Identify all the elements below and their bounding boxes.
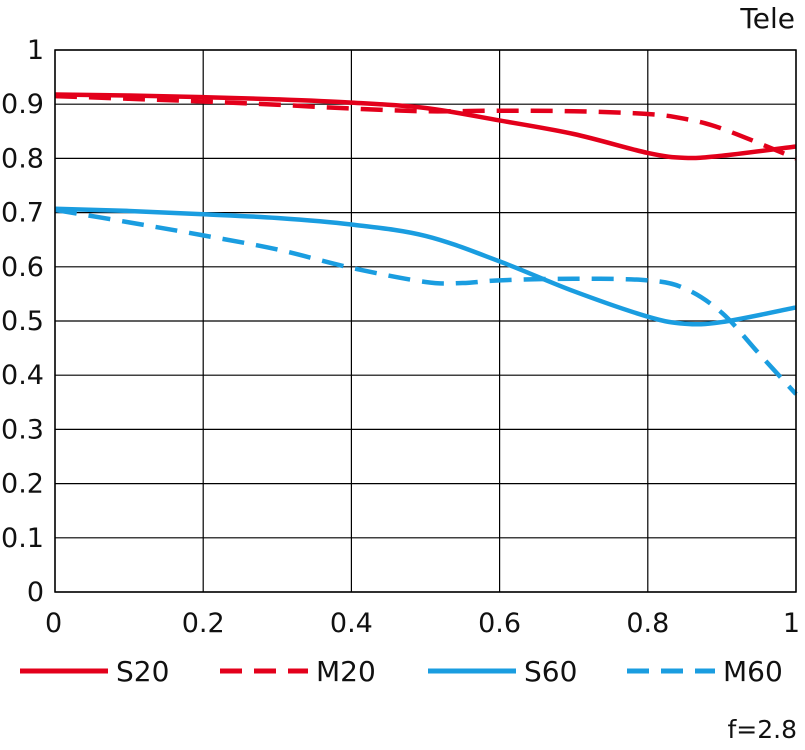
y-tick-label: 0.3 [1,414,44,445]
y-tick-label: 0 [27,577,44,608]
y-tick-label: 1 [27,35,44,66]
grid [54,49,797,593]
y-tick-label: 0.7 [1,198,44,229]
series-line-m60 [54,207,798,396]
plot-frame [54,49,797,593]
x-tick-label: 0 [45,608,62,639]
series-line-s60 [54,206,797,327]
x-tick-label: 0.6 [478,608,521,639]
y-tick-label: 0.2 [1,469,44,500]
y-axis-ticks: 0 0.1 0.2 0.3 0.4 0.5 0.6 0.7 0.8 0.9 1 [1,35,44,608]
x-tick-label: 0.4 [330,608,373,639]
x-tick-label: 1 [783,608,800,639]
plot-border [54,49,797,593]
legend-label-m60: M60 [723,655,783,688]
y-tick-label: 0.1 [1,523,44,554]
chart-title: Tele [739,2,795,35]
y-tick-label: 0.8 [1,143,44,174]
series-line-s20 [54,92,797,161]
aperture-note: f=2.8 [727,715,797,744]
legend-label-s60: S60 [524,655,577,688]
x-tick-label: 0.8 [626,608,669,639]
legend-label-m20: M20 [316,655,376,688]
y-tick-label: 0.5 [1,306,44,337]
x-tick-label: 0.2 [182,608,225,639]
y-tick-label: 0.9 [1,89,44,120]
series-line-m20 [54,93,797,161]
x-axis-ticks: 0 0.2 0.4 0.6 0.8 1 [45,608,800,639]
series-layer [54,92,798,396]
legend-label-s20: S20 [116,655,169,688]
y-tick-label: 0.4 [1,360,44,391]
y-tick-label: 0.6 [1,252,44,283]
legend: S20 M20 S60 M60 [20,655,783,688]
